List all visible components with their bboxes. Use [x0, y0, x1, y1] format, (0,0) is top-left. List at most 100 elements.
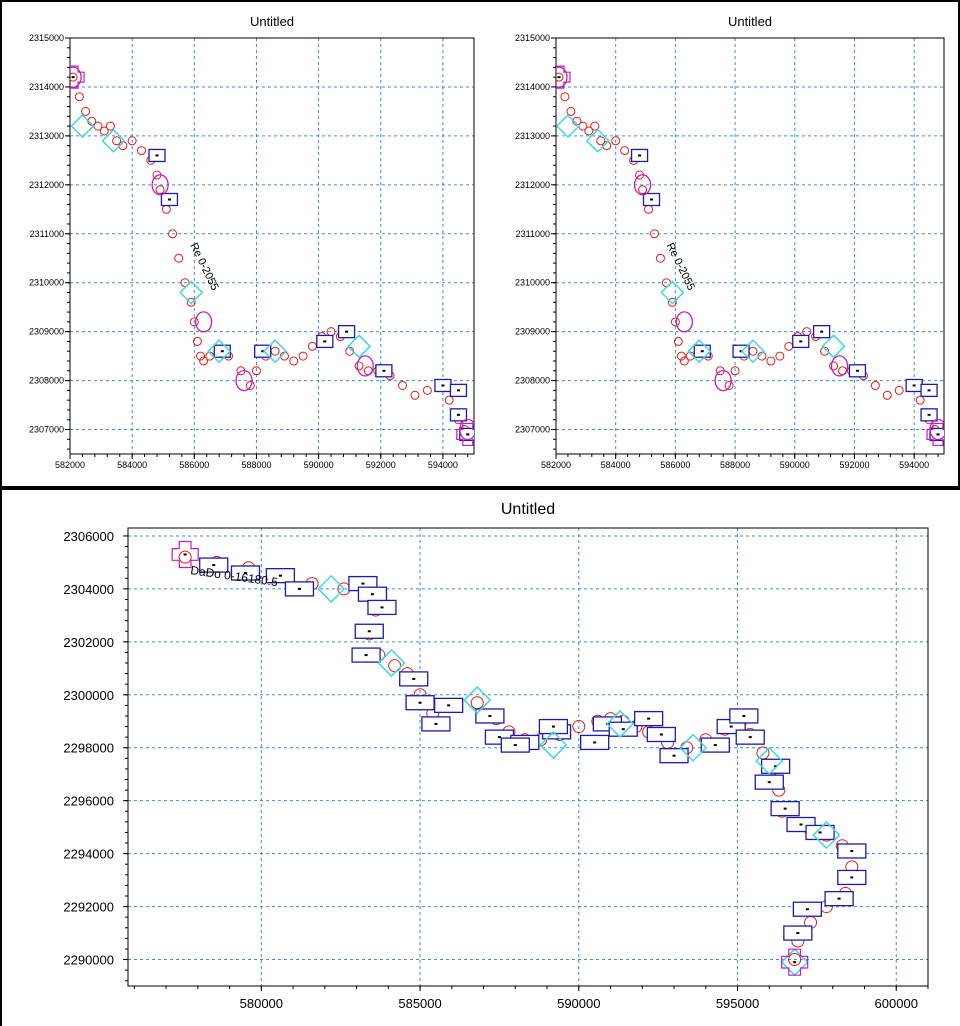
chart-panel-bottom: Untitled 580000 585000 590000 595000 600000 22…: [0, 488, 960, 1026]
x-tick-label: 592000: [366, 460, 396, 470]
diamond-marker: [70, 114, 95, 139]
circle-marker: [611, 136, 621, 146]
markers-group: [70, 65, 474, 447]
x-tick-label: 586000: [660, 460, 690, 470]
cross-marker-center: [936, 433, 940, 436]
cross-marker: [456, 422, 474, 447]
rectangle-marker-center: [748, 736, 752, 739]
diamond-marker: [755, 746, 784, 776]
rectangle-marker-center: [713, 744, 717, 747]
circle-marker: [422, 385, 432, 395]
x-tick-label: 590000: [557, 996, 600, 1011]
rectangle-marker-center: [650, 198, 654, 201]
circle-marker: [289, 356, 299, 366]
diamond-marker: [556, 114, 580, 139]
plot-area: [69, 37, 475, 455]
circle-marker: [655, 253, 665, 263]
circle-marker: [784, 341, 794, 351]
x-tick-label: 588000: [720, 460, 750, 470]
rectangle-marker-center: [551, 725, 555, 728]
chart-svg-top-left: Untitled 582000 584000 586000 588000 590000 59…: [29, 14, 475, 470]
diamond-marker: [606, 709, 635, 738]
circle-marker: [556, 72, 564, 82]
rectangle-marker-center: [593, 741, 597, 744]
y-tick-label: 2307000: [29, 425, 64, 435]
rectangle-marker-center: [367, 630, 371, 633]
diamond-marker: [317, 574, 346, 603]
circle-marker: [788, 953, 802, 967]
rectangle-marker-center: [700, 350, 704, 353]
x-tick-label: 585000: [398, 996, 441, 1011]
x-tick-label: 580000: [240, 996, 283, 1011]
circle-marker: [590, 121, 600, 131]
ellipse-marker: [194, 311, 213, 333]
circle-marker: [444, 395, 454, 405]
y-tick-label: 2308000: [515, 376, 550, 386]
y-tick-label: 2310000: [515, 278, 550, 288]
x-tick-label: 590000: [304, 460, 334, 470]
circle-marker: [354, 361, 364, 371]
circle-marker: [620, 146, 630, 156]
diamond-marker: [207, 339, 232, 364]
y-tick-label: 2313000: [29, 131, 64, 141]
ellipse-marker: [235, 369, 253, 392]
diamond-marker: [679, 733, 708, 762]
circle-marker: [724, 380, 734, 390]
cross-marker: [926, 422, 944, 447]
cross-marker-center: [466, 433, 470, 436]
circle-marker: [410, 390, 420, 400]
circle-marker: [870, 380, 880, 390]
x-tick-label: 584000: [601, 460, 631, 470]
diamond-marker: [539, 731, 568, 760]
x-tick-label: 586000: [179, 460, 209, 470]
rectangle-marker-center: [167, 198, 171, 201]
rectangle-marker-center: [155, 154, 159, 157]
y-tick-label: 2311000: [516, 229, 550, 239]
rectangle-marker-center: [742, 714, 746, 717]
circle-marker: [74, 92, 84, 102]
circle-marker: [602, 141, 612, 151]
circle-marker: [105, 121, 115, 131]
rectangle-marker-center: [497, 736, 501, 739]
rectangle-marker-center: [447, 704, 451, 707]
circle-marker: [245, 380, 255, 390]
rectangle-marker-center: [837, 897, 841, 900]
rectangle-marker-center: [799, 823, 803, 826]
circle-marker: [174, 253, 184, 263]
rectangle-marker-center: [659, 733, 663, 736]
circle-marker: [572, 720, 586, 734]
rectangle-marker-center: [774, 765, 778, 768]
circle-marker: [189, 317, 199, 327]
rectangle-marker-center: [243, 572, 247, 575]
circle-marker: [638, 185, 648, 195]
rectangle-marker-center: [261, 350, 265, 353]
y-tick-label: 2292000: [63, 900, 114, 915]
diamond-marker: [101, 128, 126, 153]
circle-marker: [596, 136, 606, 146]
y-tick-label: 2306000: [63, 529, 114, 544]
chart-title: Untitled: [501, 501, 555, 518]
diamond-marker: [740, 339, 766, 364]
circle-marker: [199, 356, 209, 366]
circle-marker: [679, 356, 689, 366]
circle-marker: [894, 385, 904, 395]
x-tick-label: 592000: [839, 460, 869, 470]
y-tick-label: 2311000: [30, 229, 64, 239]
y-tick-label: 2298000: [63, 741, 114, 756]
y-tick-label: 2315000: [29, 33, 64, 43]
cross-marker: [70, 65, 85, 89]
x-tick-label: 595000: [716, 996, 759, 1011]
x-tick-label: 588000: [241, 460, 271, 470]
chart-title: Untitled: [728, 14, 772, 29]
circle-marker: [136, 146, 146, 156]
circle-marker: [186, 297, 196, 307]
circle-marker: [398, 380, 408, 390]
circle-marker: [270, 346, 280, 356]
x-tick-label: 594000: [428, 460, 458, 470]
diamond-marker: [585, 128, 610, 153]
circle-marker: [676, 351, 686, 361]
rectangle-marker-center: [767, 781, 771, 784]
y-tick-label: 2314000: [29, 82, 64, 92]
diamond-marker: [463, 686, 492, 715]
rectangle-marker-center: [820, 330, 824, 333]
